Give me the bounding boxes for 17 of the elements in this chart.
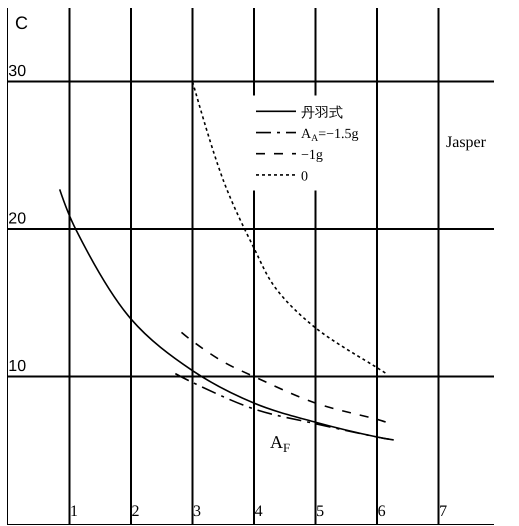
- legend-label: 丹羽式: [301, 104, 343, 121]
- x-tick-label: 6: [378, 503, 386, 520]
- y-axis-title: C: [15, 13, 28, 33]
- y-tick-label: 10: [8, 358, 26, 375]
- x-tick-label: 4: [254, 503, 263, 520]
- y-tick-label: 30: [8, 63, 26, 80]
- x-tick-label: 7: [439, 503, 448, 520]
- x-tick-label: 1: [70, 503, 78, 520]
- x-tick-label: 5: [316, 503, 324, 520]
- x-axis-title: A$_{F}$: [270, 432, 290, 455]
- legend-label: A$_{A}$=−1.5g: [301, 126, 358, 144]
- x-tick-label: 2: [132, 503, 140, 520]
- x-tick-label: 3: [193, 503, 202, 520]
- legend-label: −1g: [301, 148, 323, 164]
- legend-label: 0: [301, 169, 308, 184]
- y-tick-label: 20: [8, 210, 26, 228]
- legend-title: Jasper: [446, 134, 487, 151]
